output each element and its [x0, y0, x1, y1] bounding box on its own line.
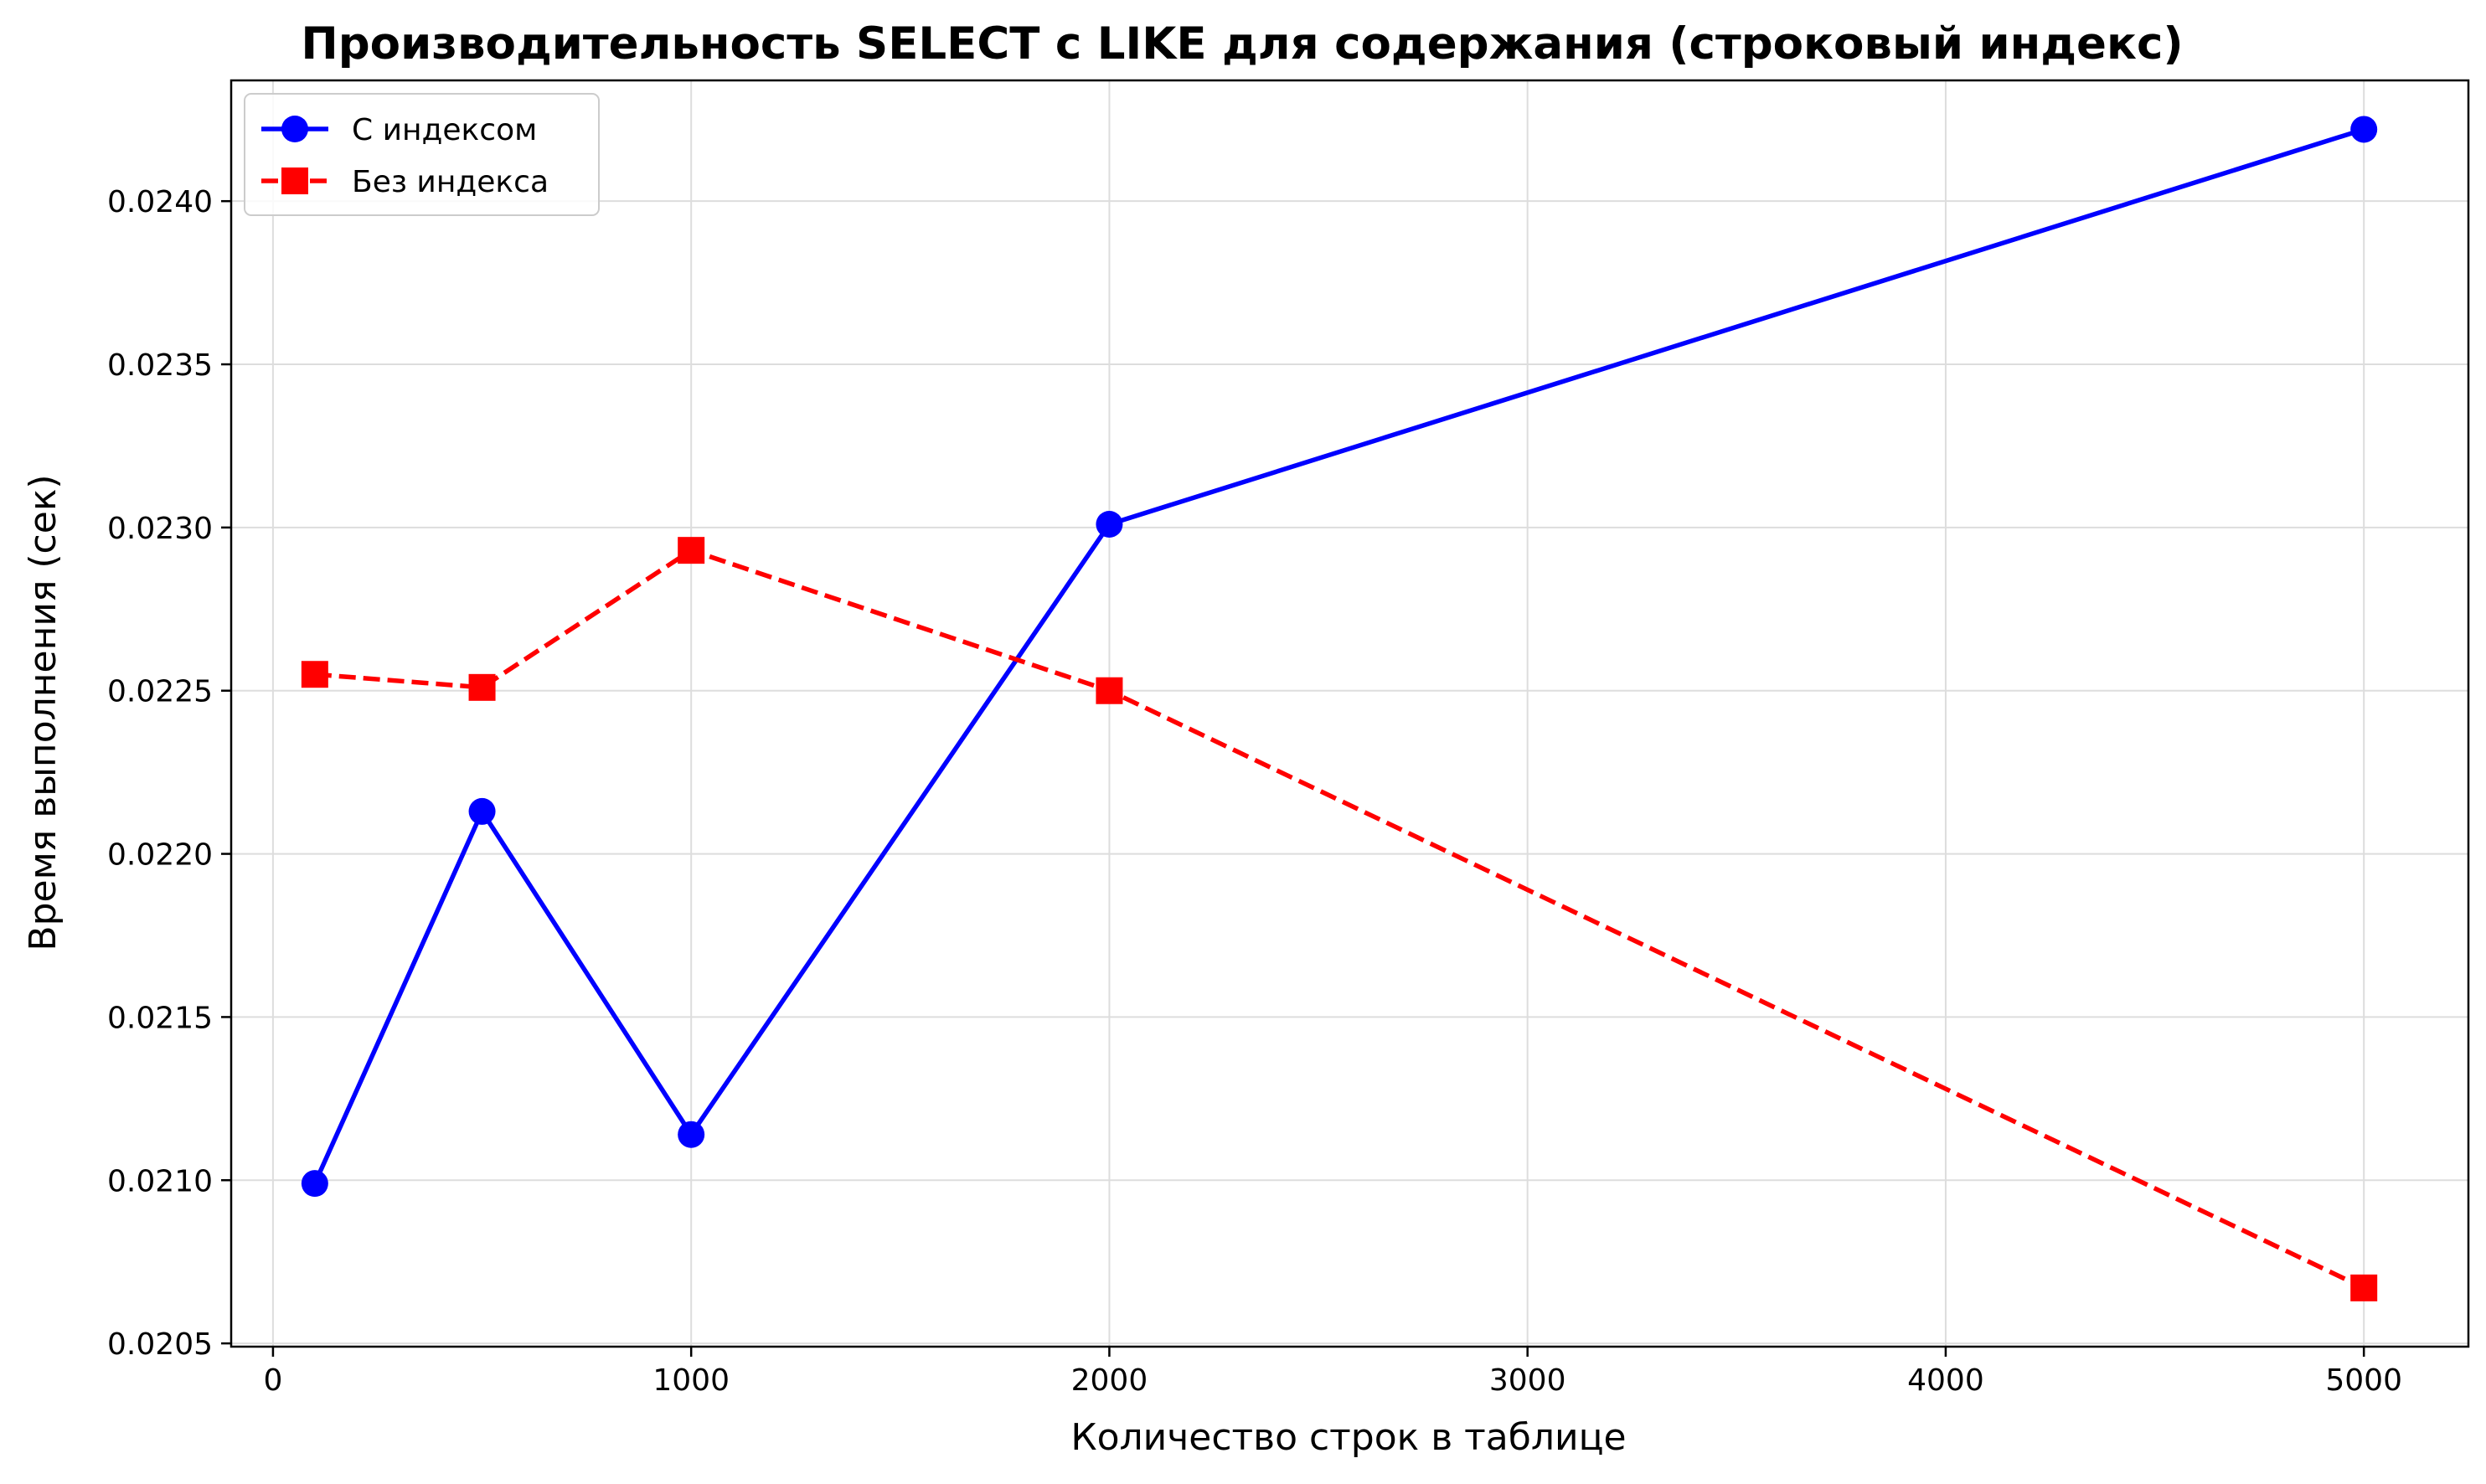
legend-marker — [281, 116, 308, 142]
data-point-marker — [2350, 1274, 2378, 1301]
data-point-marker — [1096, 510, 1123, 538]
legend-label: Без индекса — [352, 165, 549, 199]
x-axis-title: Количество строк в таблице — [1070, 1416, 1626, 1459]
x-tick-label: 3000 — [1489, 1363, 1566, 1398]
chart-title: Производительность SELECT с LIKE для сод… — [301, 18, 2183, 70]
data-point-marker — [678, 537, 705, 564]
legend: С индексом Без индекса — [244, 93, 600, 216]
legend-marker — [281, 167, 308, 194]
plot-frame — [230, 79, 2470, 1348]
axes-layer: 0 1000 2000 3000 4000 5000 0.0205 0.0210 0.0215 0… — [107, 79, 2470, 1398]
x-tick-label: 2000 — [1071, 1363, 1148, 1398]
series-layer — [301, 116, 2378, 1301]
y-tick-label: 0.0210 — [107, 1164, 213, 1198]
y-tick-label: 0.0220 — [107, 838, 213, 873]
y-tick-label: 0.0225 — [107, 675, 213, 709]
y-axis-title: Время выполнения (сек) — [22, 474, 64, 951]
x-tick-label: 4000 — [1907, 1363, 1984, 1398]
data-point-marker — [468, 797, 496, 825]
x-tick-label: 1000 — [652, 1363, 730, 1398]
legend-box — [244, 93, 600, 216]
data-point-marker — [678, 1121, 705, 1148]
legend-label: С индексом — [352, 113, 537, 147]
y-tick-label: 0.0240 — [107, 185, 213, 219]
y-tick-label: 0.0215 — [107, 1001, 213, 1035]
data-point-marker — [2350, 116, 2378, 143]
data-point-marker — [1096, 677, 1123, 704]
data-point-marker — [301, 1170, 328, 1198]
grid-layer — [231, 80, 2468, 1347]
x-tick-label: 0 — [263, 1363, 282, 1398]
y-tick-label: 0.0205 — [107, 1327, 213, 1362]
x-tick-label: 5000 — [2325, 1363, 2402, 1398]
data-point-marker — [301, 661, 328, 688]
y-tick-label: 0.0235 — [107, 348, 213, 383]
y-tick-label: 0.0230 — [107, 512, 213, 546]
data-point-marker — [468, 673, 496, 701]
